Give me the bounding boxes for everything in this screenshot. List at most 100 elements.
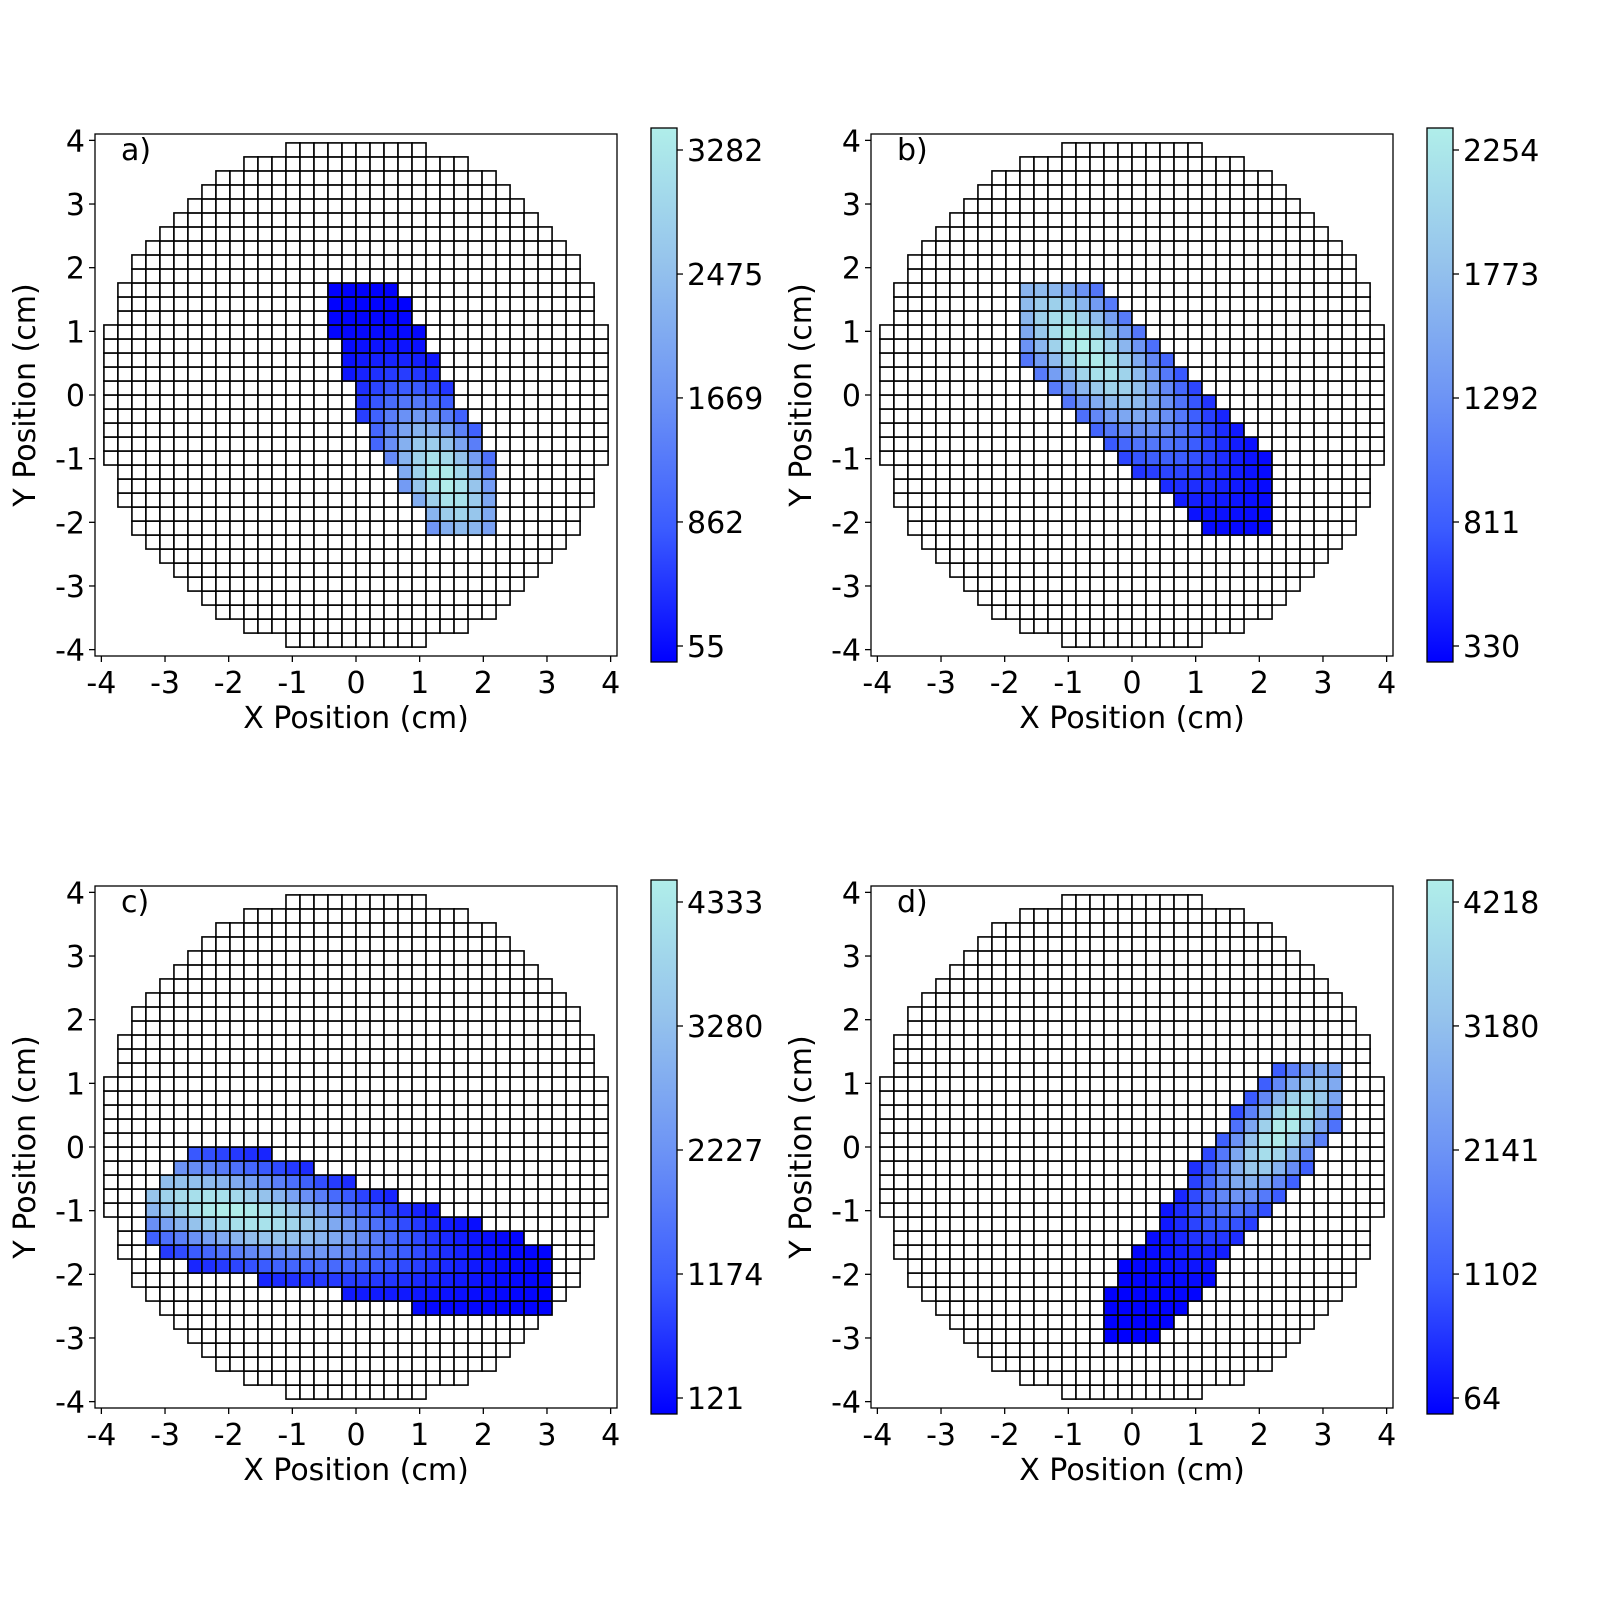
- detector-cell: [1215, 1300, 1231, 1316]
- detector-cell: [1327, 1230, 1343, 1246]
- detector-cell: [369, 1300, 385, 1316]
- detector-cell: [481, 1216, 497, 1232]
- detector-cell: [907, 1062, 923, 1078]
- detector-cell: [481, 338, 497, 354]
- detector-cell: [921, 1286, 937, 1302]
- detector-cell: [439, 992, 455, 1008]
- detector-cell: [397, 1132, 413, 1148]
- detector-cell: [145, 310, 161, 326]
- detector-cell: [271, 254, 287, 270]
- detector-cell: [1159, 604, 1175, 620]
- detector-cell: [117, 436, 133, 452]
- detector-cell: [1299, 1244, 1315, 1260]
- detector-cell: [551, 464, 567, 480]
- detector-cell: [879, 1146, 895, 1162]
- detector-cell: [1271, 1034, 1287, 1050]
- detector-cell: [285, 506, 301, 522]
- detector-cell: [397, 1328, 413, 1344]
- hit-cell: [187, 1230, 203, 1246]
- detector-cell: [1089, 520, 1105, 536]
- hit-cell: [1089, 296, 1105, 312]
- detector-cell: [1033, 380, 1049, 396]
- hit-cell: [425, 1272, 441, 1288]
- hit-cell: [1187, 492, 1203, 508]
- detector-cell: [921, 1272, 937, 1288]
- detector-cell: [893, 1216, 909, 1232]
- detector-cell: [285, 310, 301, 326]
- detector-cell: [921, 1160, 937, 1176]
- detector-cell: [1131, 1356, 1147, 1372]
- detector-cell: [1145, 1090, 1161, 1106]
- hit-cell: [509, 1286, 525, 1302]
- colorbar-tick-label: 121: [687, 1382, 744, 1417]
- hit-cell: [1117, 1272, 1133, 1288]
- y-tick-label: 2: [66, 252, 85, 287]
- detector-cell: [963, 1188, 979, 1204]
- detector-cell: [1131, 1146, 1147, 1162]
- detector-cell: [1145, 520, 1161, 536]
- detector-cell: [1005, 1258, 1021, 1274]
- detector-cell: [369, 562, 385, 578]
- detector-cell: [383, 520, 399, 536]
- hit-cell: [1257, 1160, 1273, 1176]
- detector-cell: [383, 506, 399, 522]
- detector-cell: [1299, 1034, 1315, 1050]
- detector-cell: [1061, 978, 1077, 994]
- detector-cell: [1089, 268, 1105, 284]
- detector-cell: [1103, 908, 1119, 924]
- detector-cell: [229, 1356, 245, 1372]
- detector-cell: [257, 978, 273, 994]
- detector-cell: [467, 352, 483, 368]
- detector-cell: [1299, 492, 1315, 508]
- hit-cell: [341, 1188, 357, 1204]
- detector-cell: [355, 548, 371, 564]
- detector-cell: [1313, 1286, 1329, 1302]
- detector-cell: [1341, 506, 1357, 522]
- hit-cell: [1215, 464, 1231, 480]
- detector-cell: [551, 380, 567, 396]
- detector-cell: [1299, 338, 1315, 354]
- detector-cell: [117, 1034, 133, 1050]
- hit-cell: [481, 464, 497, 480]
- detector-cell: [215, 184, 231, 200]
- detector-cell: [1215, 548, 1231, 564]
- detector-cell: [1047, 1216, 1063, 1232]
- detector-cell: [1103, 282, 1119, 298]
- detector-cell: [229, 1342, 245, 1358]
- detector-cell: [341, 1034, 357, 1050]
- detector-cell: [1257, 268, 1273, 284]
- detector-cell: [257, 520, 273, 536]
- detector-cell: [1271, 576, 1287, 592]
- detector-cell: [893, 1188, 909, 1204]
- hit-cell: [215, 1258, 231, 1274]
- detector-cell: [425, 1370, 441, 1386]
- detector-cell: [1117, 296, 1133, 312]
- hit-cell: [1145, 436, 1161, 452]
- hit-cell: [397, 394, 413, 410]
- detector-cell: [1033, 1272, 1049, 1288]
- detector-cell: [907, 1076, 923, 1092]
- hit-cell: [1089, 310, 1105, 326]
- detector-cell: [1061, 1258, 1077, 1274]
- detector-cell: [411, 1384, 427, 1400]
- detector-cell: [257, 1006, 273, 1022]
- detector-cell: [1313, 548, 1329, 564]
- detector-cell: [1313, 240, 1329, 256]
- detector-cell: [1257, 254, 1273, 270]
- hit-cell: [271, 1188, 287, 1204]
- detector-cell: [991, 1244, 1007, 1260]
- hit-cell: [1117, 1300, 1133, 1316]
- detector-cell: [1047, 394, 1063, 410]
- detector-cell: [1341, 1174, 1357, 1190]
- detector-cell: [1075, 1258, 1091, 1274]
- detector-cell: [425, 1076, 441, 1092]
- hit-cell: [271, 1230, 287, 1246]
- detector-cell: [159, 520, 175, 536]
- detector-cell: [1271, 478, 1287, 494]
- detector-cell: [1355, 1202, 1371, 1218]
- detector-cell: [1313, 1244, 1329, 1260]
- detector-cell: [187, 436, 203, 452]
- detector-cell: [397, 632, 413, 648]
- detector-cell: [907, 1188, 923, 1204]
- detector-cell: [1131, 590, 1147, 606]
